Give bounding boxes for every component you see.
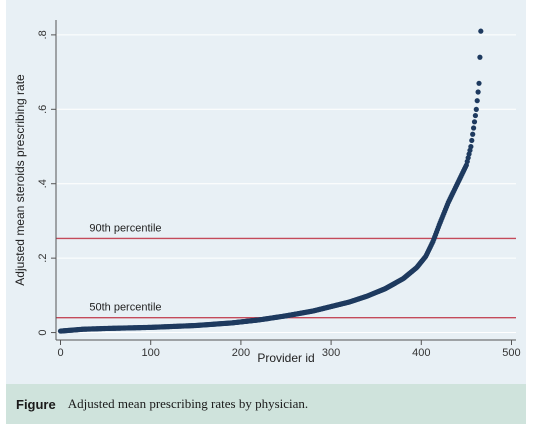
reference-lines: 90th percentile 50th percentile [56,222,516,319]
data-point [476,80,482,86]
data-point [475,89,481,95]
data-point [468,144,474,150]
data-point [478,28,484,34]
axes [55,20,516,341]
y-tick-label: .6 [37,105,49,114]
data-point [472,112,478,119]
plot-area: 90th percentile 50th percentile 0 100 200 30… [6,0,526,384]
data-point [469,137,475,144]
reference-line-label: 50th percentile [89,302,161,314]
reference-line-label: 90th percentile [89,222,161,234]
x-tick-label: 100 [142,347,160,359]
grid-layer [56,34,516,334]
y-tick-label: .2 [37,254,49,263]
caption-text: Adjusted mean prescribing rates by physi… [67,396,309,411]
x-tick-label: 0 [57,347,63,359]
scatter-chart: 90th percentile 50th percentile 0 100 200 30… [13,20,521,365]
x-tick-label: 500 [502,347,520,359]
y-tick-label: 0 [37,329,49,335]
x-tick-label: 300 [322,347,340,359]
data-point [473,106,479,112]
x-tick-label: 200 [232,347,250,359]
y-tick-label: .4 [37,179,49,188]
data-point [474,98,480,104]
data-point [471,119,478,125]
ticks: 0 100 200 300 400 500 0 .2 .4 .6 .8 [37,30,521,359]
x-tick-label: 400 [412,347,430,359]
data-point [470,125,477,131]
y-tick-label: .8 [37,30,49,39]
x-axis-title: Provider id [257,351,314,365]
plot-panel [56,20,516,340]
caption-bar: Figure Adjusted mean prescribing rates b… [6,384,526,424]
data-point [470,131,476,137]
y-axis-title: Adjusted mean steroids prescribing rate [13,74,27,286]
caption-label: Figure [16,396,56,412]
data-point [477,54,483,60]
data-points [57,28,484,334]
